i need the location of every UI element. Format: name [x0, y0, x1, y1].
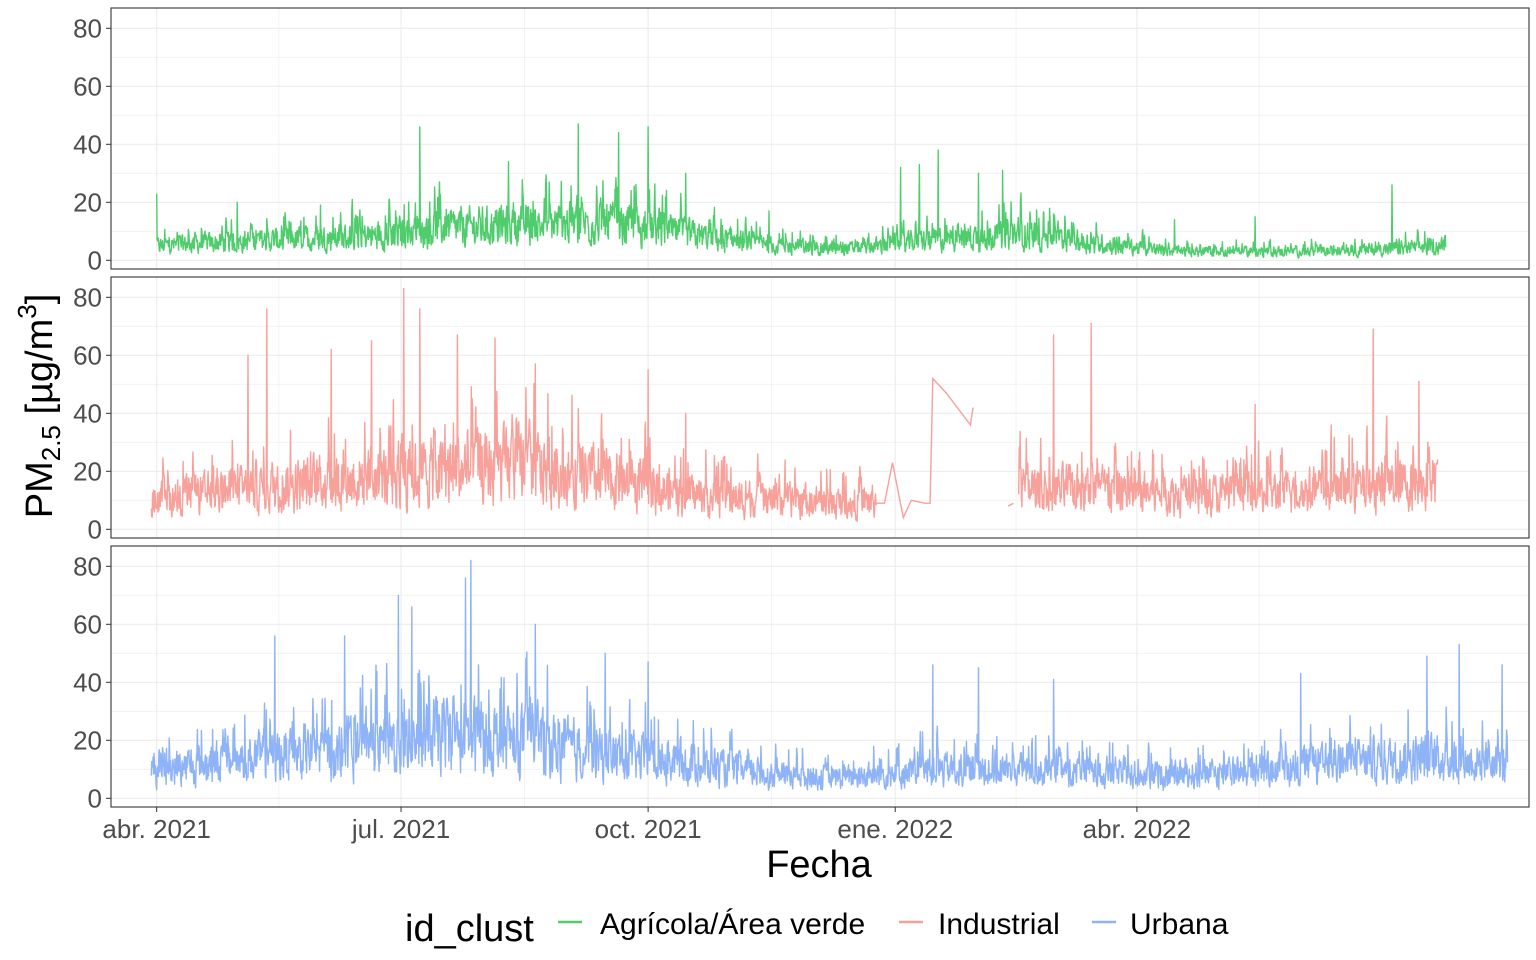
panel-border	[110, 545, 1530, 808]
legend: id_clust Agrícola/Área verde Industrial …	[405, 908, 1229, 950]
legend-entry-urbana: Urbana	[1092, 908, 1229, 941]
panel-industrial	[110, 276, 1530, 539]
x-tick-label: oct. 2021	[595, 814, 702, 844]
y-tick-label: 20	[73, 725, 102, 755]
y-axis-title: PM2.5 [µg/m3]	[12, 294, 66, 519]
legend-title: id_clust	[405, 908, 534, 950]
y-tick-label: 0	[88, 514, 102, 544]
panel-agricola	[110, 7, 1530, 270]
series-line-urbana	[150, 559, 1509, 792]
series-line-industrial	[150, 287, 878, 523]
y-axes: 0 20 40 60 80 0 20 40 60 80 0 20 40 60 80	[73, 13, 111, 813]
x-tick-label: abr. 2021	[102, 814, 210, 844]
y-tick-label: 80	[73, 13, 102, 43]
y-tick-label: 20	[73, 456, 102, 486]
series-line-agricola	[156, 123, 1447, 259]
legend-entry-industrial: Industrial	[899, 908, 1060, 941]
x-tick-label: abr. 2022	[1083, 814, 1191, 844]
legend-label-agricola: Agrícola/Área verde	[600, 908, 865, 941]
series-gap-line-industrial	[1007, 502, 1014, 507]
panel-border	[110, 7, 1530, 270]
panel-urbana	[110, 545, 1530, 808]
y-tick-label: 60	[73, 340, 102, 370]
y-tick-label: 80	[73, 551, 102, 581]
y-tick-label: 40	[73, 398, 102, 428]
chart-panels	[110, 7, 1530, 808]
x-tick-label: jul. 2021	[351, 814, 450, 844]
y-axis-title-unit: [µg/m	[19, 319, 61, 425]
y-axis-title-close: ]	[19, 294, 61, 305]
panel-border	[110, 276, 1530, 539]
x-axis-title: Fecha	[766, 844, 872, 886]
panel-background	[111, 8, 1529, 269]
legend-label-industrial: Industrial	[938, 908, 1060, 941]
y-tick-label: 40	[73, 129, 102, 159]
y-tick-label: 20	[73, 187, 102, 217]
legend-label-urbana: Urbana	[1130, 908, 1229, 941]
y-tick-label: 60	[73, 71, 102, 101]
y-axis-title-superscript: 3	[12, 304, 42, 318]
y-tick-label: 0	[88, 245, 102, 275]
x-tick-label: ene. 2022	[837, 814, 953, 844]
series-gap-line-industrial	[876, 376, 974, 520]
y-tick-label: 60	[73, 609, 102, 639]
legend-entry-agricola: Agrícola/Área verde	[558, 908, 865, 941]
x-axis: abr. 2021 jul. 2021 oct. 2021 ene. 2022 abr.…	[102, 807, 1191, 844]
y-axis-title-main: PM	[19, 461, 61, 518]
series-line-industrial	[1018, 322, 1439, 519]
y-axis-title-subscript: 2.5	[36, 425, 66, 461]
y-tick-label: 0	[88, 783, 102, 813]
y-tick-label: 40	[73, 667, 102, 697]
y-tick-label: 80	[73, 282, 102, 312]
